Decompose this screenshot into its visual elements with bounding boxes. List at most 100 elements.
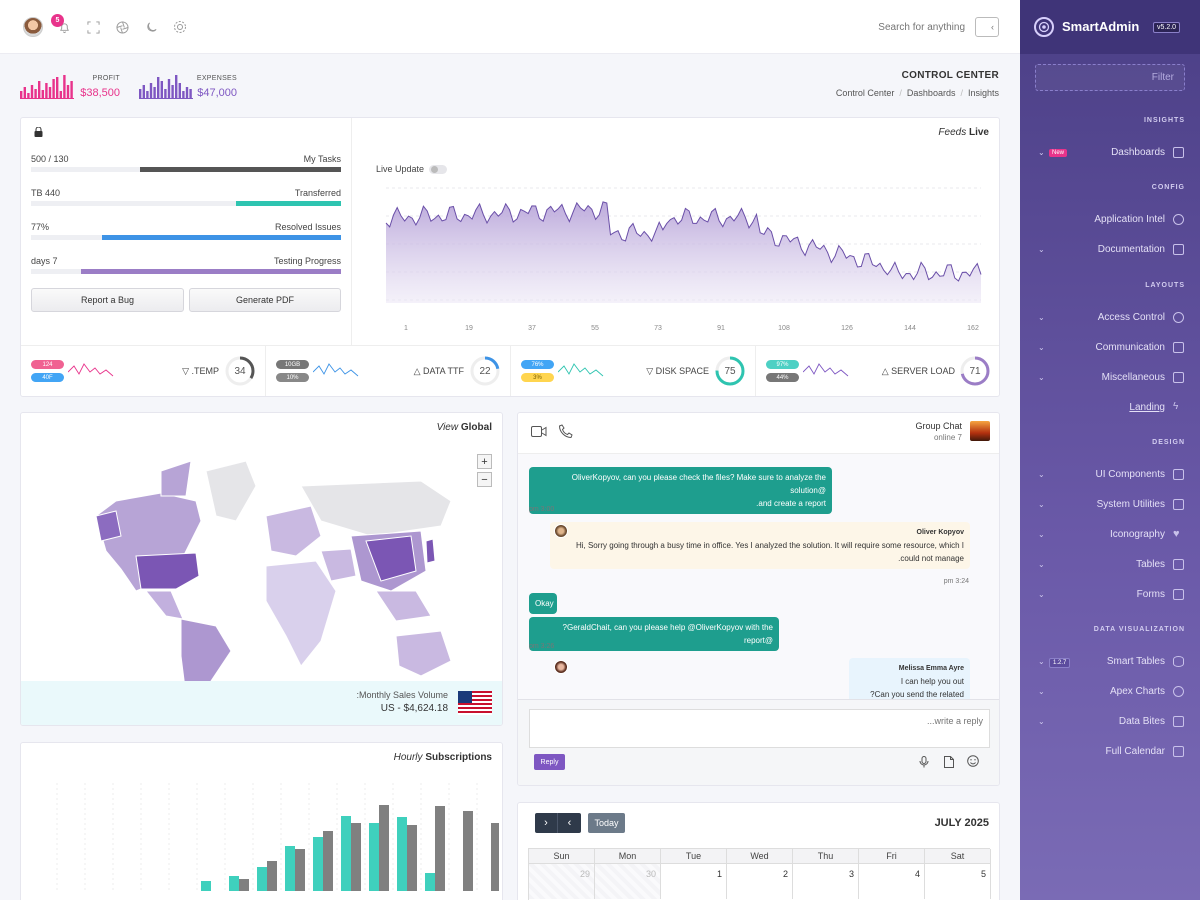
spark-bar bbox=[30, 85, 34, 99]
sidebar-item-iconography[interactable]: ⌄ Iconography ♥ bbox=[1020, 525, 1200, 545]
section-insights: INSIGHTS bbox=[1143, 117, 1185, 124]
chat-message: ?GeraldChait, can you please help @Olive… bbox=[529, 617, 779, 651]
archive-icon bbox=[1173, 372, 1184, 383]
file-icon[interactable] bbox=[944, 756, 954, 771]
subscription-bar bbox=[313, 837, 323, 891]
progress-my-tasks: 500 / 130 My Tasks bbox=[31, 154, 341, 176]
spark-bar bbox=[146, 91, 149, 99]
x-tick-label: 37 bbox=[528, 325, 536, 332]
calendar-day-cell[interactable]: 1 bbox=[661, 863, 727, 899]
gear-icon[interactable] bbox=[170, 17, 190, 37]
fullscreen-icon[interactable] bbox=[83, 17, 103, 37]
calendar-day-header: Thu bbox=[793, 849, 859, 863]
map-africa bbox=[265, 560, 337, 667]
sidebar-item-application-intel[interactable]: Application Intel bbox=[1020, 210, 1200, 230]
stat-ring: 75 bbox=[714, 355, 746, 387]
sidebar-item-communication[interactable]: ⌄ Communication bbox=[1020, 338, 1200, 358]
hourly-subscriptions-panel: Hourly Subscriptions bbox=[20, 742, 503, 900]
calendar-day-cell[interactable]: 30 bbox=[595, 863, 661, 899]
reply-textarea[interactable] bbox=[529, 709, 990, 748]
sidebar-item-miscellaneous[interactable]: ⌄ Miscellaneous bbox=[1020, 368, 1200, 388]
search-input[interactable] bbox=[870, 20, 965, 34]
spark-bar bbox=[45, 83, 48, 99]
x-tick-label: 162 bbox=[967, 325, 979, 332]
bell-icon[interactable] bbox=[54, 17, 74, 37]
calendar-day-cell[interactable]: 3 bbox=[793, 863, 859, 899]
stat-value: 22 bbox=[479, 365, 491, 377]
live-update-toggle[interactable] bbox=[429, 165, 447, 174]
user-avatar bbox=[554, 524, 568, 538]
sidebar-item-dashboards[interactable]: ⌄ New Dashboards bbox=[1020, 143, 1200, 163]
sidebar-item-full-calendar[interactable]: Full Calendar bbox=[1020, 742, 1200, 762]
chevron-down-icon: ⌄ bbox=[1038, 470, 1045, 479]
sidebar-item-access-control[interactable]: ⌄ Access Control bbox=[1020, 308, 1200, 328]
stat-sparkline bbox=[558, 363, 604, 377]
x-tick-label: 126 bbox=[841, 325, 853, 332]
spark-bar bbox=[167, 79, 171, 99]
stat-gauge: 76% 3% ▽ DISK SPACE 75 bbox=[511, 346, 756, 396]
progress-resolved-issues: 77% Resolved Issues bbox=[31, 222, 341, 244]
spark-bar bbox=[139, 89, 142, 99]
sidebar-item-documentation[interactable]: ⌄ Documentation bbox=[1020, 240, 1200, 260]
sidebar-item-tables[interactable]: ⌄ Tables bbox=[1020, 555, 1200, 575]
sidebar-item-data-bites[interactable]: ⌄ Data Bites bbox=[1020, 712, 1200, 732]
subscription-bar bbox=[425, 873, 435, 891]
us-flag-icon bbox=[458, 691, 492, 715]
breadcrumb-item[interactable]: Control Center bbox=[835, 88, 895, 98]
sidebar-item-ui-components[interactable]: ⌄ UI Components bbox=[1020, 465, 1200, 485]
sidebar-item-smart-tables[interactable]: ⌄ 1.2.7 Smart Tables bbox=[1020, 652, 1200, 672]
phone-icon[interactable] bbox=[558, 424, 573, 441]
microphone-icon[interactable] bbox=[919, 756, 929, 771]
user-avatar[interactable] bbox=[23, 17, 43, 37]
brand-name[interactable]: SmartAdmin bbox=[1062, 19, 1140, 34]
sidebar-item-landing[interactable]: Landing ϟ bbox=[1020, 398, 1200, 418]
generate-pdf-button[interactable]: Generate PDF bbox=[189, 288, 341, 312]
breadcrumb-item[interactable]: Dashboards bbox=[906, 88, 956, 98]
expenses-stat: EXPENSES $47,000 bbox=[139, 73, 237, 99]
map-china bbox=[365, 535, 417, 582]
aperture-icon[interactable] bbox=[112, 17, 132, 37]
calendar-day-cell[interactable]: 4 bbox=[859, 863, 925, 899]
emoji-icon[interactable] bbox=[967, 755, 979, 770]
spark-bar bbox=[149, 83, 153, 99]
sidebar-item-system-utilities[interactable]: ⌄ System Utilities bbox=[1020, 495, 1200, 515]
progress-fill bbox=[102, 235, 341, 240]
stat-pill: 97% bbox=[766, 360, 799, 369]
calendar-day-header: Sat bbox=[925, 849, 991, 863]
spark-bar bbox=[185, 87, 189, 99]
zoom-in-button[interactable]: + bbox=[477, 454, 492, 469]
collapse-sidebar-button[interactable]: ‹ bbox=[975, 17, 999, 37]
moon-icon[interactable] bbox=[141, 17, 161, 37]
stat-ring: 34 bbox=[224, 355, 256, 387]
sales-label: :Monthly Sales Volume bbox=[356, 690, 448, 700]
calendar-day-cell[interactable]: 2 bbox=[727, 863, 793, 899]
logo-icon[interactable] bbox=[1034, 17, 1054, 37]
calendar-day-cell[interactable]: 5 bbox=[925, 863, 991, 899]
next-month-button[interactable]: › bbox=[535, 813, 557, 833]
spark-bar bbox=[52, 79, 55, 99]
map-australia bbox=[395, 630, 452, 677]
prev-month-button[interactable]: ‹ bbox=[557, 813, 581, 833]
subscription-bar bbox=[285, 846, 295, 891]
section-layouts: LAYOUTS bbox=[1145, 282, 1185, 289]
stat-label: △ DATA TTF bbox=[413, 366, 464, 376]
database-icon bbox=[1173, 656, 1184, 667]
version-tag: 1.2.7 bbox=[1049, 658, 1071, 668]
today-button[interactable]: Today bbox=[588, 813, 625, 833]
map-russia bbox=[300, 480, 452, 537]
filter-input[interactable]: Filter bbox=[1035, 64, 1185, 91]
main-content: 5 ‹ PROFIT $38,500 EXPENSES $47,000 CONT… bbox=[0, 14, 1020, 900]
sidebar-item-forms[interactable]: ⌄ Forms bbox=[1020, 585, 1200, 605]
report-bug-button[interactable]: Report a Bug bbox=[31, 288, 184, 312]
video-call-icon[interactable] bbox=[531, 426, 547, 440]
calendar-day-cell[interactable]: 29 bbox=[529, 863, 595, 899]
chevron-down-icon: ⌄ bbox=[1038, 590, 1045, 599]
block-icon bbox=[1173, 312, 1184, 323]
map-title: View Global bbox=[436, 422, 492, 433]
live-area-chart: 1 19 37 55 73 91 108 126 144 162 bbox=[385, 187, 982, 332]
reply-button[interactable]: Reply bbox=[534, 754, 565, 770]
zoom-out-button[interactable]: − bbox=[477, 472, 492, 487]
x-tick-label: 108 bbox=[778, 325, 790, 332]
stat-pill: 10GB bbox=[276, 360, 309, 369]
sidebar-item-apex-charts[interactable]: ⌄ Apex Charts bbox=[1020, 682, 1200, 702]
